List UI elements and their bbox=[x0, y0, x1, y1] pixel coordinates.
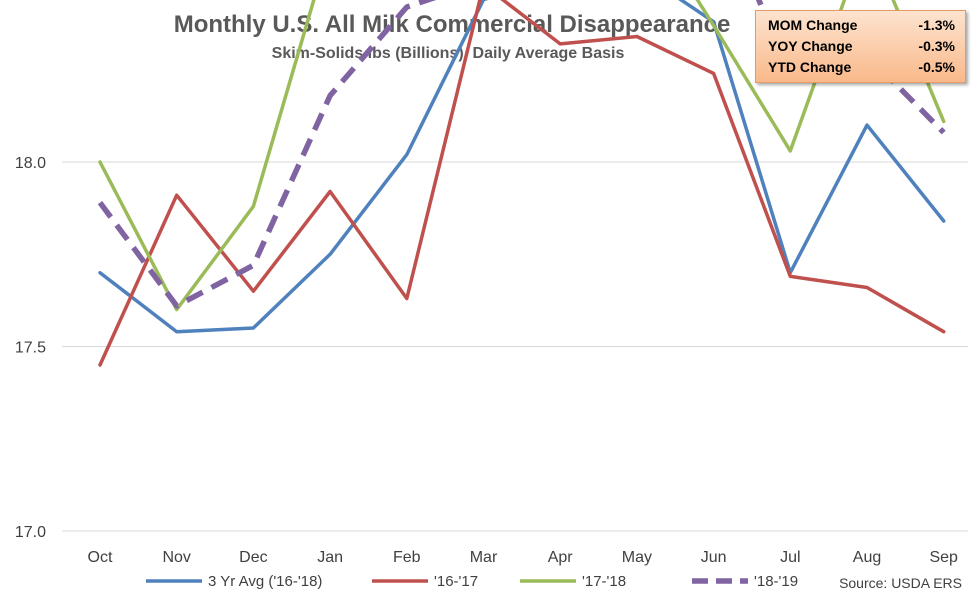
ytd-change-value: -0.5% bbox=[918, 59, 955, 75]
ytd-change-row: YTD Change -0.5% bbox=[756, 57, 965, 78]
x-tick-label: Dec bbox=[239, 549, 267, 566]
legend: 3 Yr Avg ('16-'18) '16-'17 '17-'18 '18-'19 bbox=[146, 573, 798, 590]
chart-title: Monthly U.S. All Milk Commercial Disappe… bbox=[174, 11, 731, 38]
yoy-change-label: YOY Change bbox=[768, 38, 853, 54]
change-summary-box: MOM Change -1.3% YOY Change -0.3% YTD Ch… bbox=[755, 10, 966, 83]
legend-label: 3 Yr Avg ('16-'18) bbox=[208, 573, 322, 590]
x-tick-label: Sep bbox=[929, 549, 958, 566]
x-tick-label: Feb bbox=[393, 549, 421, 566]
y-tick-label: 18.0 bbox=[15, 155, 46, 172]
series-line-1 bbox=[98, 0, 946, 367]
legend-label: '18-'19 bbox=[754, 573, 798, 590]
y-tick-label: 17.0 bbox=[15, 524, 46, 541]
legend-label: '17-'18 bbox=[582, 573, 626, 590]
x-tick-label: Apr bbox=[548, 549, 574, 566]
ytd-change-label: YTD Change bbox=[768, 59, 852, 75]
series-line-0 bbox=[98, 0, 946, 334]
x-tick-label: May bbox=[622, 549, 652, 566]
series-line-3 bbox=[97, 0, 946, 309]
x-tick-label: Jul bbox=[780, 549, 800, 566]
source-note: Source: USDA ERS bbox=[839, 575, 962, 591]
x-tick-label: Nov bbox=[162, 549, 190, 566]
mom-change-value: -1.3% bbox=[918, 17, 955, 33]
legend-label: '16-'17 bbox=[434, 573, 478, 590]
y-tick-label: 17.5 bbox=[15, 340, 46, 357]
x-tick-label: Jun bbox=[701, 549, 727, 566]
gridlines bbox=[62, 161, 968, 532]
chart-subtitle: Skim-Solids lbs (Billions), Daily Averag… bbox=[272, 45, 625, 62]
x-axis-ticks: Oct Nov Dec Jan Feb Mar Apr May Jun Jul Aug Sep bbox=[88, 549, 958, 566]
x-tick-label: Aug bbox=[853, 549, 881, 566]
yoy-change-row: YOY Change -0.3% bbox=[756, 36, 965, 57]
series-lines bbox=[97, 0, 946, 367]
mom-change-label: MOM Change bbox=[768, 17, 858, 33]
x-tick-label: Mar bbox=[470, 549, 498, 566]
x-tick-label: Oct bbox=[88, 549, 113, 566]
series-line-2 bbox=[98, 0, 946, 312]
y-axis-ticks: 17.017.518.018.519.019.5 bbox=[15, 155, 46, 541]
mom-change-row: MOM Change -1.3% bbox=[756, 15, 965, 36]
x-tick-label: Jan bbox=[317, 549, 343, 566]
yoy-change-value: -0.3% bbox=[918, 38, 955, 54]
